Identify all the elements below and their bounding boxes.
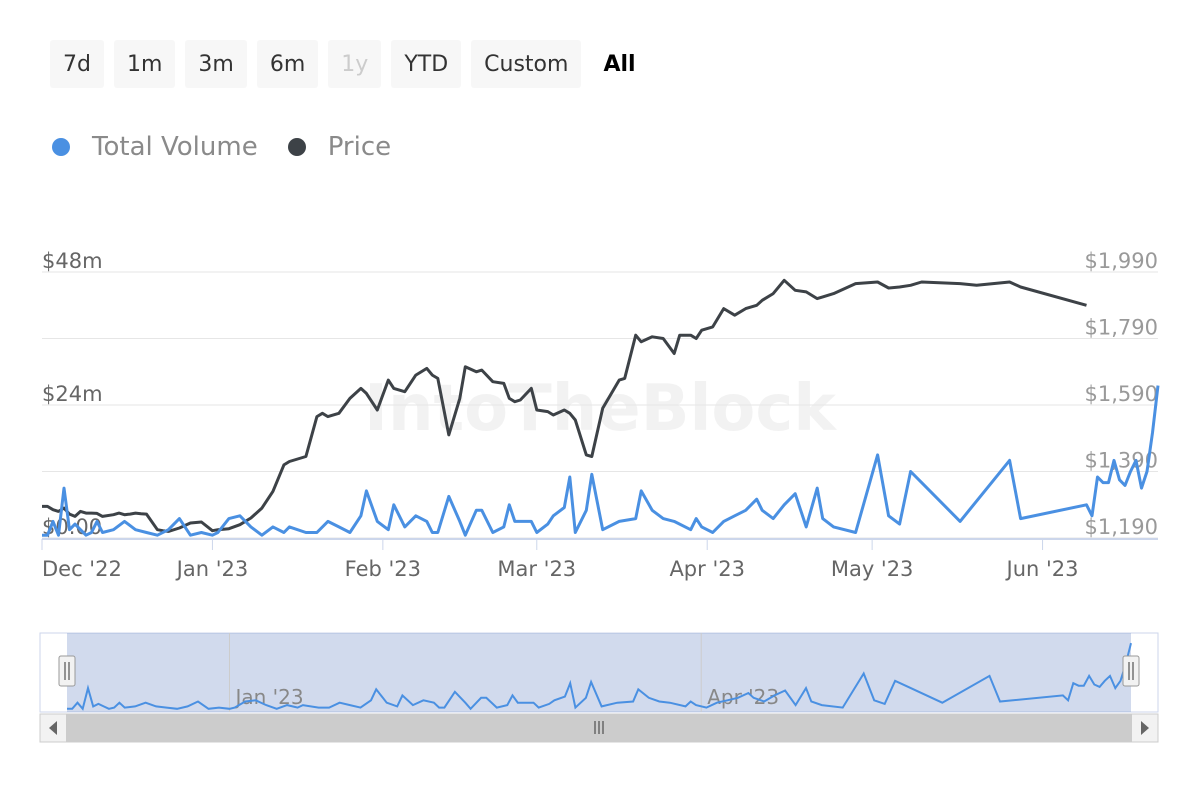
x-tick-label: Feb '23 [345,557,421,581]
y-right-tick-label: $1,590 [1085,382,1158,406]
navigator-x-label: Apr '23 [707,685,779,709]
x-tick-label: Jan '23 [175,557,249,581]
x-tick-label: Apr '23 [669,557,745,581]
total-volume-series-line [42,385,1160,537]
scroll-right-arrow-icon[interactable] [1141,721,1149,735]
navigator-scrollbar[interactable] [39,713,1159,743]
price-dot-icon [287,138,306,156]
y-right-tick-label: $1,790 [1085,316,1158,340]
x-tick-label: Mar '23 [497,557,576,581]
range-custom-button[interactable]: Custom [471,40,582,88]
navigator-volume-line [67,642,1132,711]
y-left-tick-label: $24m [42,382,103,406]
legend-label-total-volume: Total Volume [92,132,258,162]
y-right-tick-label: $1,990 [1085,249,1158,273]
scroll-left-arrow-icon[interactable] [49,721,57,735]
legend-item-total-volume[interactable]: Total Volume [52,132,258,162]
total-volume-dot-icon [52,138,70,156]
range-7d-button[interactable]: 7d [50,40,104,88]
range-1y-button: 1y [328,40,382,88]
range-6m-button[interactable]: 6m [256,40,319,88]
watermark-text: IntoTheBlock [364,372,837,446]
x-tick-label: Jun '23 [1005,557,1079,581]
handle-body [1122,655,1140,687]
x-tick-label: May '23 [831,557,914,581]
navigator-left-handle[interactable] [58,655,76,687]
y-right-tick-label: $1,190 [1085,515,1158,539]
range-3m-button[interactable]: 3m [185,40,247,88]
navigator-right-handle[interactable] [1122,655,1140,687]
range-1m-button[interactable]: 1m [113,40,176,88]
legend-label-price: Price [327,132,392,162]
handle-body [58,655,76,687]
y-right-tick-label: $1,390 [1085,449,1158,473]
x-tick-label: Dec '22 [42,557,122,581]
range-ytd-button[interactable]: YTD [391,40,462,88]
y-left-tick-label: $48m [42,249,103,273]
range-selector: 7d 1m 3m 6m 1y YTD Custom All [50,40,659,88]
price-series-line [42,278,1087,533]
chart-legend: Total Volume Price [52,132,421,162]
legend-item-price[interactable]: Price [287,132,392,162]
range-all-button[interactable]: All [591,40,648,88]
